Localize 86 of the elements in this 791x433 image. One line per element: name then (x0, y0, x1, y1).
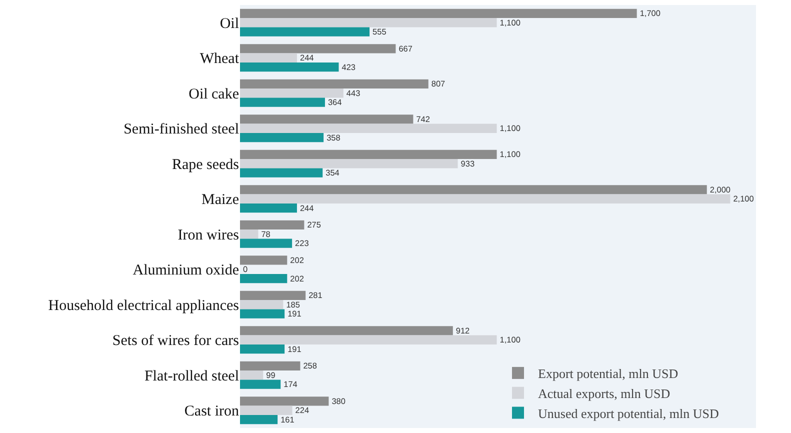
y-tick-label: Wheat (200, 51, 240, 68)
bar (240, 132, 324, 142)
y-tick-label: Household electrical appliances (48, 298, 240, 314)
data-label: 281 (308, 291, 323, 300)
y-tick-label: Maize (202, 192, 240, 208)
data-label: 742 (416, 114, 430, 124)
bar (240, 380, 281, 389)
bar (240, 62, 339, 72)
data-label: 223 (295, 239, 310, 248)
legend-label: Actual exports, mln USD (538, 386, 670, 401)
bar (240, 88, 344, 98)
data-label: 354 (326, 168, 340, 178)
bar (240, 396, 329, 406)
bar (240, 274, 288, 284)
data-label: 1,100 (500, 336, 521, 345)
bar (240, 326, 453, 336)
bar (240, 220, 304, 230)
legend-label: Unused export potential, mln USD (538, 406, 719, 421)
data-label: 358 (326, 133, 341, 142)
bar (240, 335, 497, 344)
bar (240, 18, 497, 28)
bar (240, 203, 297, 213)
bar (240, 8, 637, 18)
bar (240, 124, 497, 133)
bar (240, 370, 264, 380)
data-label: 1,700 (640, 9, 661, 18)
data-label: 99 (266, 370, 276, 380)
y-tick-label: Rape seeds (172, 156, 240, 173)
data-label: 191 (288, 344, 302, 354)
data-label: 275 (307, 220, 322, 230)
bar (240, 414, 278, 424)
y-tick-label: Oil (220, 16, 239, 32)
data-label: 555 (372, 28, 387, 37)
bar (240, 344, 285, 354)
bar (240, 238, 292, 248)
data-label: 174 (284, 380, 298, 390)
y-tick-label: Oil cake (188, 86, 240, 102)
bar (240, 114, 414, 124)
y-tick-label: Aluminium oxide (132, 262, 240, 279)
bar (240, 27, 370, 36)
data-label: 667 (398, 44, 413, 54)
y-tick-label: Cast iron (184, 404, 240, 420)
bar (240, 159, 458, 168)
y-tick-label: Flat-rolled steel (144, 368, 239, 384)
data-label: 443 (346, 88, 361, 98)
bar (240, 300, 284, 310)
data-label: 161 (280, 415, 295, 424)
data-label: 202 (290, 274, 304, 284)
y-tick-label: Iron wires (178, 227, 240, 244)
data-label: 224 (295, 406, 310, 416)
bar (240, 194, 730, 204)
data-label: 807 (431, 80, 446, 89)
data-label: 2,000 (710, 185, 731, 194)
data-label: 2,100 (733, 194, 754, 204)
bar (240, 185, 707, 194)
data-label: 258 (303, 362, 318, 371)
bar (240, 168, 323, 178)
data-label: 1,100 (500, 150, 521, 160)
data-label: 185 (286, 300, 300, 310)
data-label: 912 (456, 326, 470, 336)
bar (240, 406, 292, 415)
data-label: 191 (288, 310, 302, 319)
bar (240, 309, 285, 318)
data-label: 423 (342, 62, 356, 72)
bar (240, 150, 497, 160)
data-label: 0 (243, 265, 248, 274)
y-tick-label: Semi-finished steel (124, 122, 239, 138)
bar (240, 98, 325, 107)
bar (240, 290, 306, 300)
data-label: 78 (261, 230, 271, 239)
bar (240, 53, 297, 62)
data-label: 380 (332, 396, 346, 406)
data-label: 1,100 (500, 18, 521, 28)
y-tick-label: Sets of wires for cars (112, 333, 240, 350)
legend-label: Export potential, mln USD (538, 366, 678, 382)
bar (240, 361, 300, 371)
data-label: 1,100 (500, 124, 521, 134)
data-label: 244 (300, 204, 314, 213)
bar (240, 79, 428, 89)
bar (240, 256, 288, 265)
data-label: 202 (290, 256, 304, 265)
bar (240, 230, 258, 239)
data-label: 364 (328, 98, 342, 108)
data-label: 244 (300, 54, 314, 63)
bar (240, 44, 396, 54)
data-label: 933 (460, 159, 475, 168)
